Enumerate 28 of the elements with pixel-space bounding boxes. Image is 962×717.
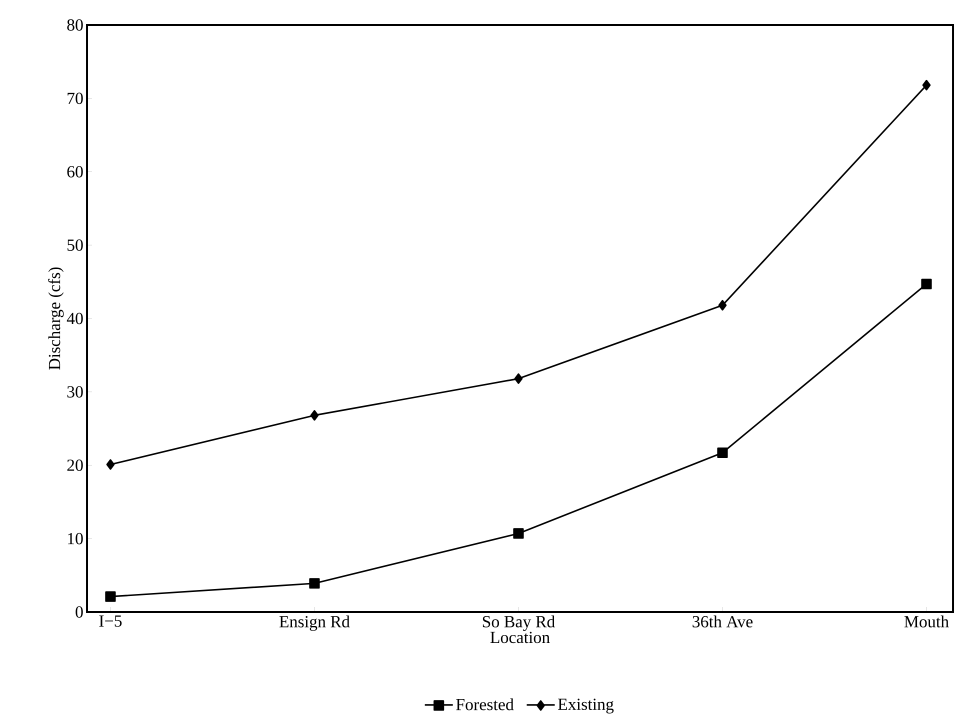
point	[513, 528, 524, 539]
x-axis-title: Location	[490, 632, 550, 644]
point	[310, 410, 319, 421]
point	[514, 373, 523, 384]
legend-label: Existing	[558, 698, 614, 714]
y-tick-label: 40	[66, 312, 83, 324]
point	[717, 447, 728, 458]
y-tick-label: 70	[68, 92, 83, 104]
x-tick-label: I−5	[99, 616, 122, 627]
point	[922, 80, 931, 90]
y-tick-label: 50	[68, 239, 83, 251]
point	[105, 591, 116, 602]
legend-label: Forested	[456, 698, 514, 710]
x-tick-label: 36th Ave	[692, 616, 753, 628]
point	[309, 578, 320, 589]
y-tick-label: 10	[68, 532, 83, 544]
point	[718, 300, 727, 311]
y-tick-label: 80	[67, 19, 83, 31]
x-tick-label: Mouth	[904, 616, 949, 628]
x-tick-label: So Bay Rd	[482, 616, 555, 631]
x-tick-label: Ensign Rd	[279, 616, 350, 631]
point	[106, 459, 115, 470]
y-tick-label: 0	[76, 606, 83, 618]
y-tick-label: 20	[67, 460, 83, 471]
y-tick-label: 30	[67, 386, 83, 398]
y-tick-label: 60	[67, 166, 83, 178]
y-axis-title: Discharge (cfs)	[48, 267, 64, 370]
point	[921, 278, 932, 290]
